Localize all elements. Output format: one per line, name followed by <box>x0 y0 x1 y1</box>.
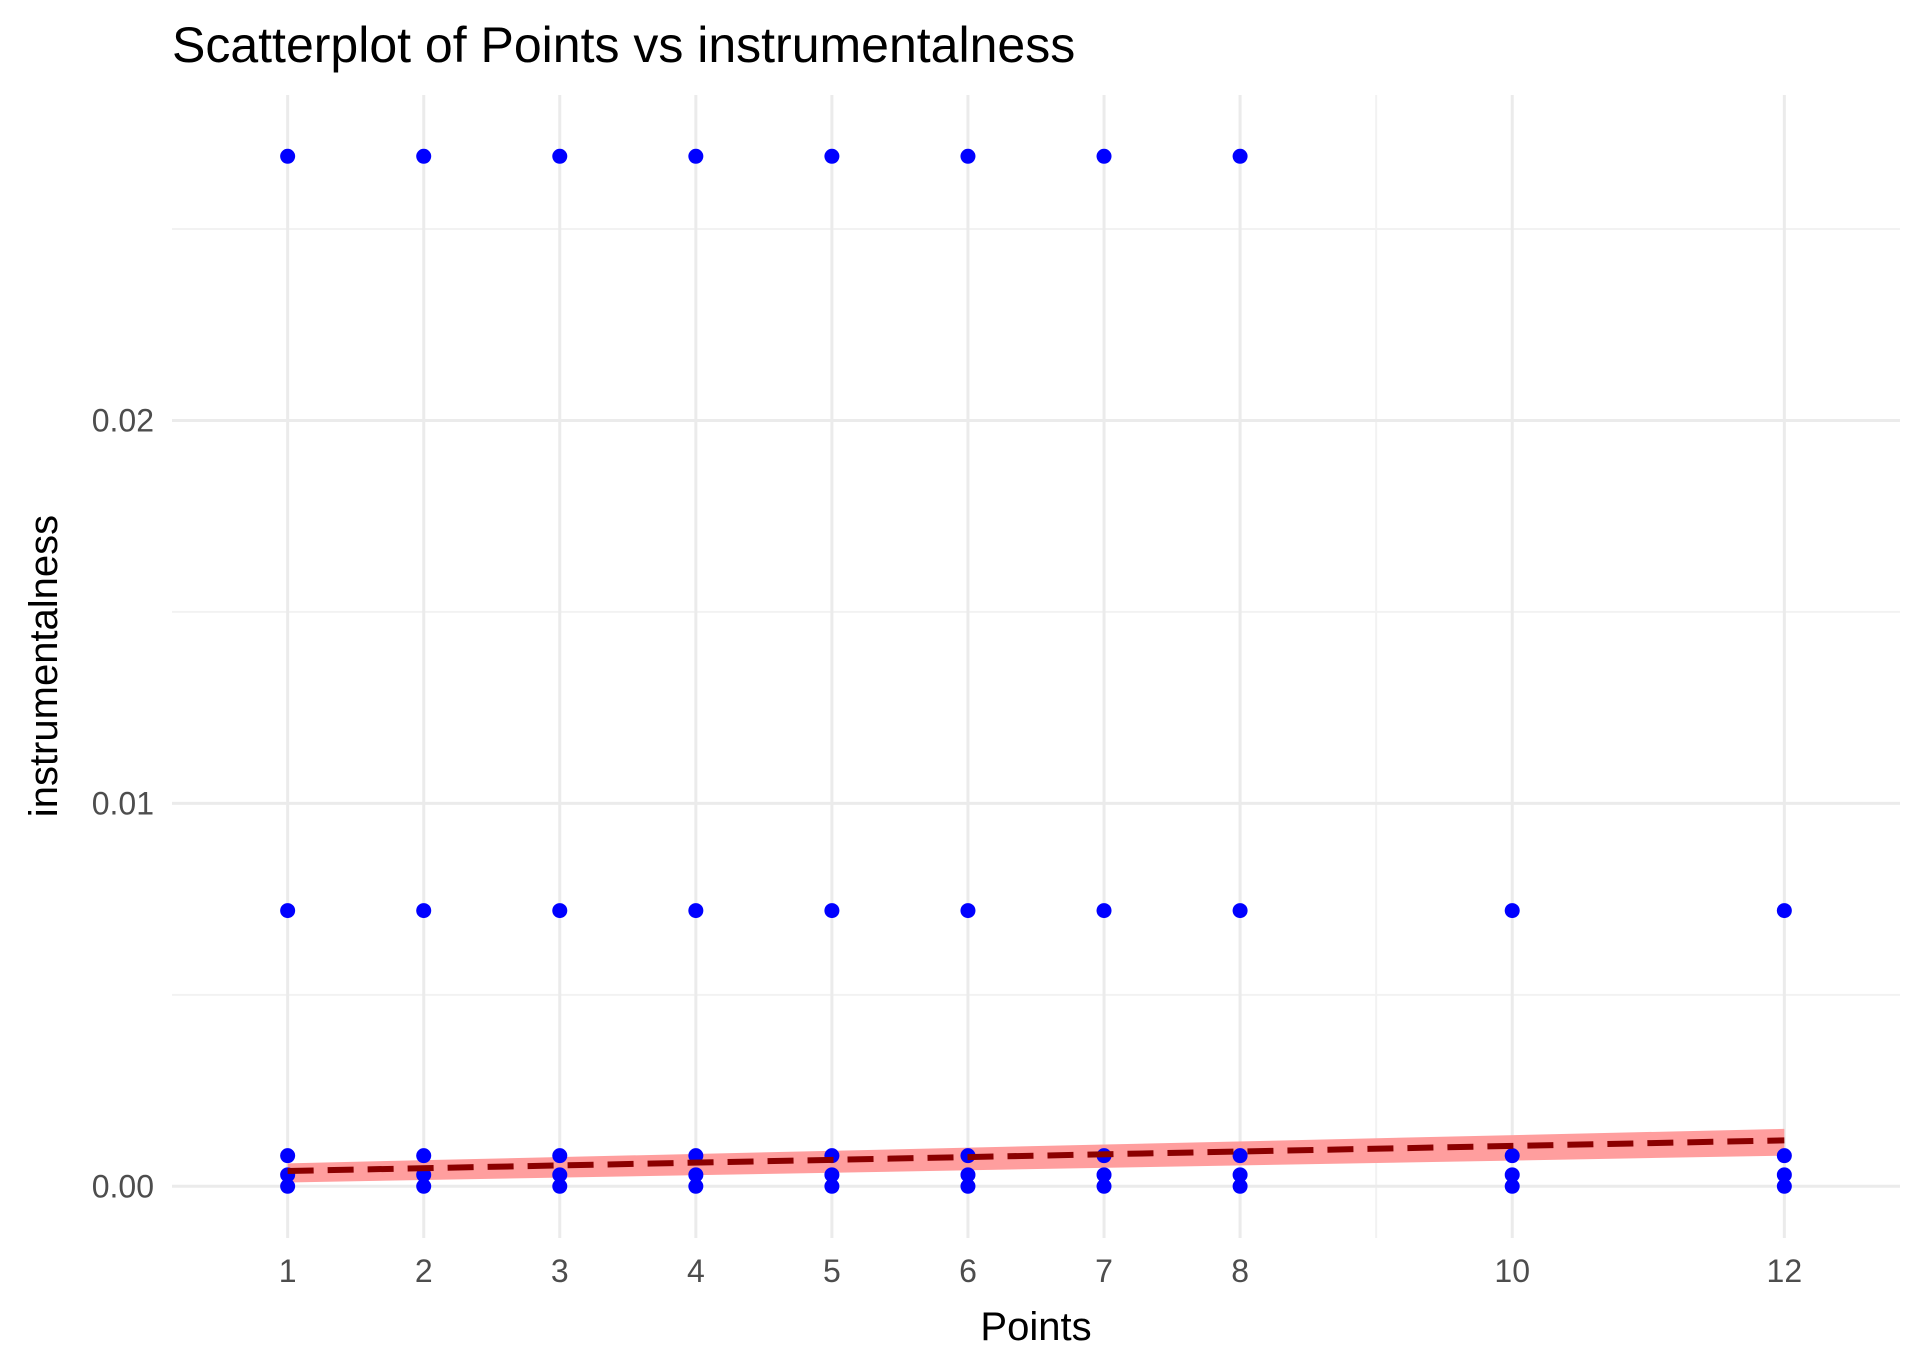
data-point <box>416 903 432 919</box>
data-point <box>824 903 840 919</box>
data-point <box>960 1178 976 1194</box>
confidence-band-layer <box>287 1128 1785 1183</box>
data-point <box>416 148 432 164</box>
data-point <box>688 1178 704 1194</box>
x-tick-label: 5 <box>823 1253 841 1289</box>
x-tick-label: 10 <box>1494 1253 1530 1289</box>
data-point <box>416 1178 432 1194</box>
data-point <box>688 903 704 919</box>
data-point <box>1776 1178 1792 1194</box>
data-point <box>960 903 976 919</box>
data-point <box>552 1167 568 1183</box>
data-point <box>280 903 296 919</box>
data-point <box>1232 1148 1248 1164</box>
x-tick-label: 1 <box>279 1253 297 1289</box>
data-point <box>552 1148 568 1164</box>
data-point <box>1096 148 1112 164</box>
data-point <box>960 148 976 164</box>
data-point <box>1776 1167 1792 1183</box>
x-axis-ticks: 1 2 3 4 5 6 7 8 10 12 <box>279 1253 1802 1289</box>
x-tick-label: 3 <box>551 1253 569 1289</box>
x-tick-label: 8 <box>1231 1253 1249 1289</box>
trend-line-layer <box>287 1137 1785 1174</box>
confidence-band <box>287 1128 1785 1183</box>
data-point <box>280 148 296 164</box>
y-axis-ticks: 0.00 0.01 0.02 <box>92 402 154 1204</box>
data-point <box>688 1167 704 1183</box>
x-tick-label: 6 <box>959 1253 977 1289</box>
grid <box>172 95 1900 1238</box>
data-point <box>1096 903 1112 919</box>
y-tick-label: 0.02 <box>92 402 154 438</box>
data-point <box>552 903 568 919</box>
data-point <box>1504 1167 1520 1183</box>
data-point <box>1096 1167 1112 1183</box>
data-point <box>280 1148 296 1164</box>
points-layer <box>280 148 1792 1194</box>
data-point <box>1232 903 1248 919</box>
data-point <box>1232 1167 1248 1183</box>
x-tick-label: 2 <box>415 1253 433 1289</box>
x-axis-title: Points <box>980 1305 1091 1349</box>
x-tick-label: 12 <box>1767 1253 1803 1289</box>
data-point <box>960 1167 976 1183</box>
y-axis-title: instrumentalness <box>22 515 66 817</box>
trend-line <box>287 1137 1785 1174</box>
data-point <box>1504 1178 1520 1194</box>
data-point <box>1232 1178 1248 1194</box>
data-point <box>552 148 568 164</box>
data-point <box>552 1178 568 1194</box>
data-point <box>1096 1178 1112 1194</box>
data-point <box>1232 148 1248 164</box>
data-point <box>280 1178 296 1194</box>
data-point <box>688 1148 704 1164</box>
data-point <box>824 1178 840 1194</box>
y-tick-label: 0.00 <box>92 1168 154 1204</box>
x-tick-label: 7 <box>1095 1253 1113 1289</box>
data-point <box>1776 1148 1792 1164</box>
data-point <box>824 148 840 164</box>
x-tick-label: 4 <box>687 1253 705 1289</box>
data-point <box>1504 1148 1520 1164</box>
data-point <box>416 1148 432 1164</box>
chart-title: Scatterplot of Points vs instrumentalnes… <box>172 17 1075 73</box>
y-tick-label: 0.01 <box>92 785 154 821</box>
data-point <box>1776 903 1792 919</box>
data-point <box>1504 903 1520 919</box>
data-point <box>824 1167 840 1183</box>
data-point <box>688 148 704 164</box>
